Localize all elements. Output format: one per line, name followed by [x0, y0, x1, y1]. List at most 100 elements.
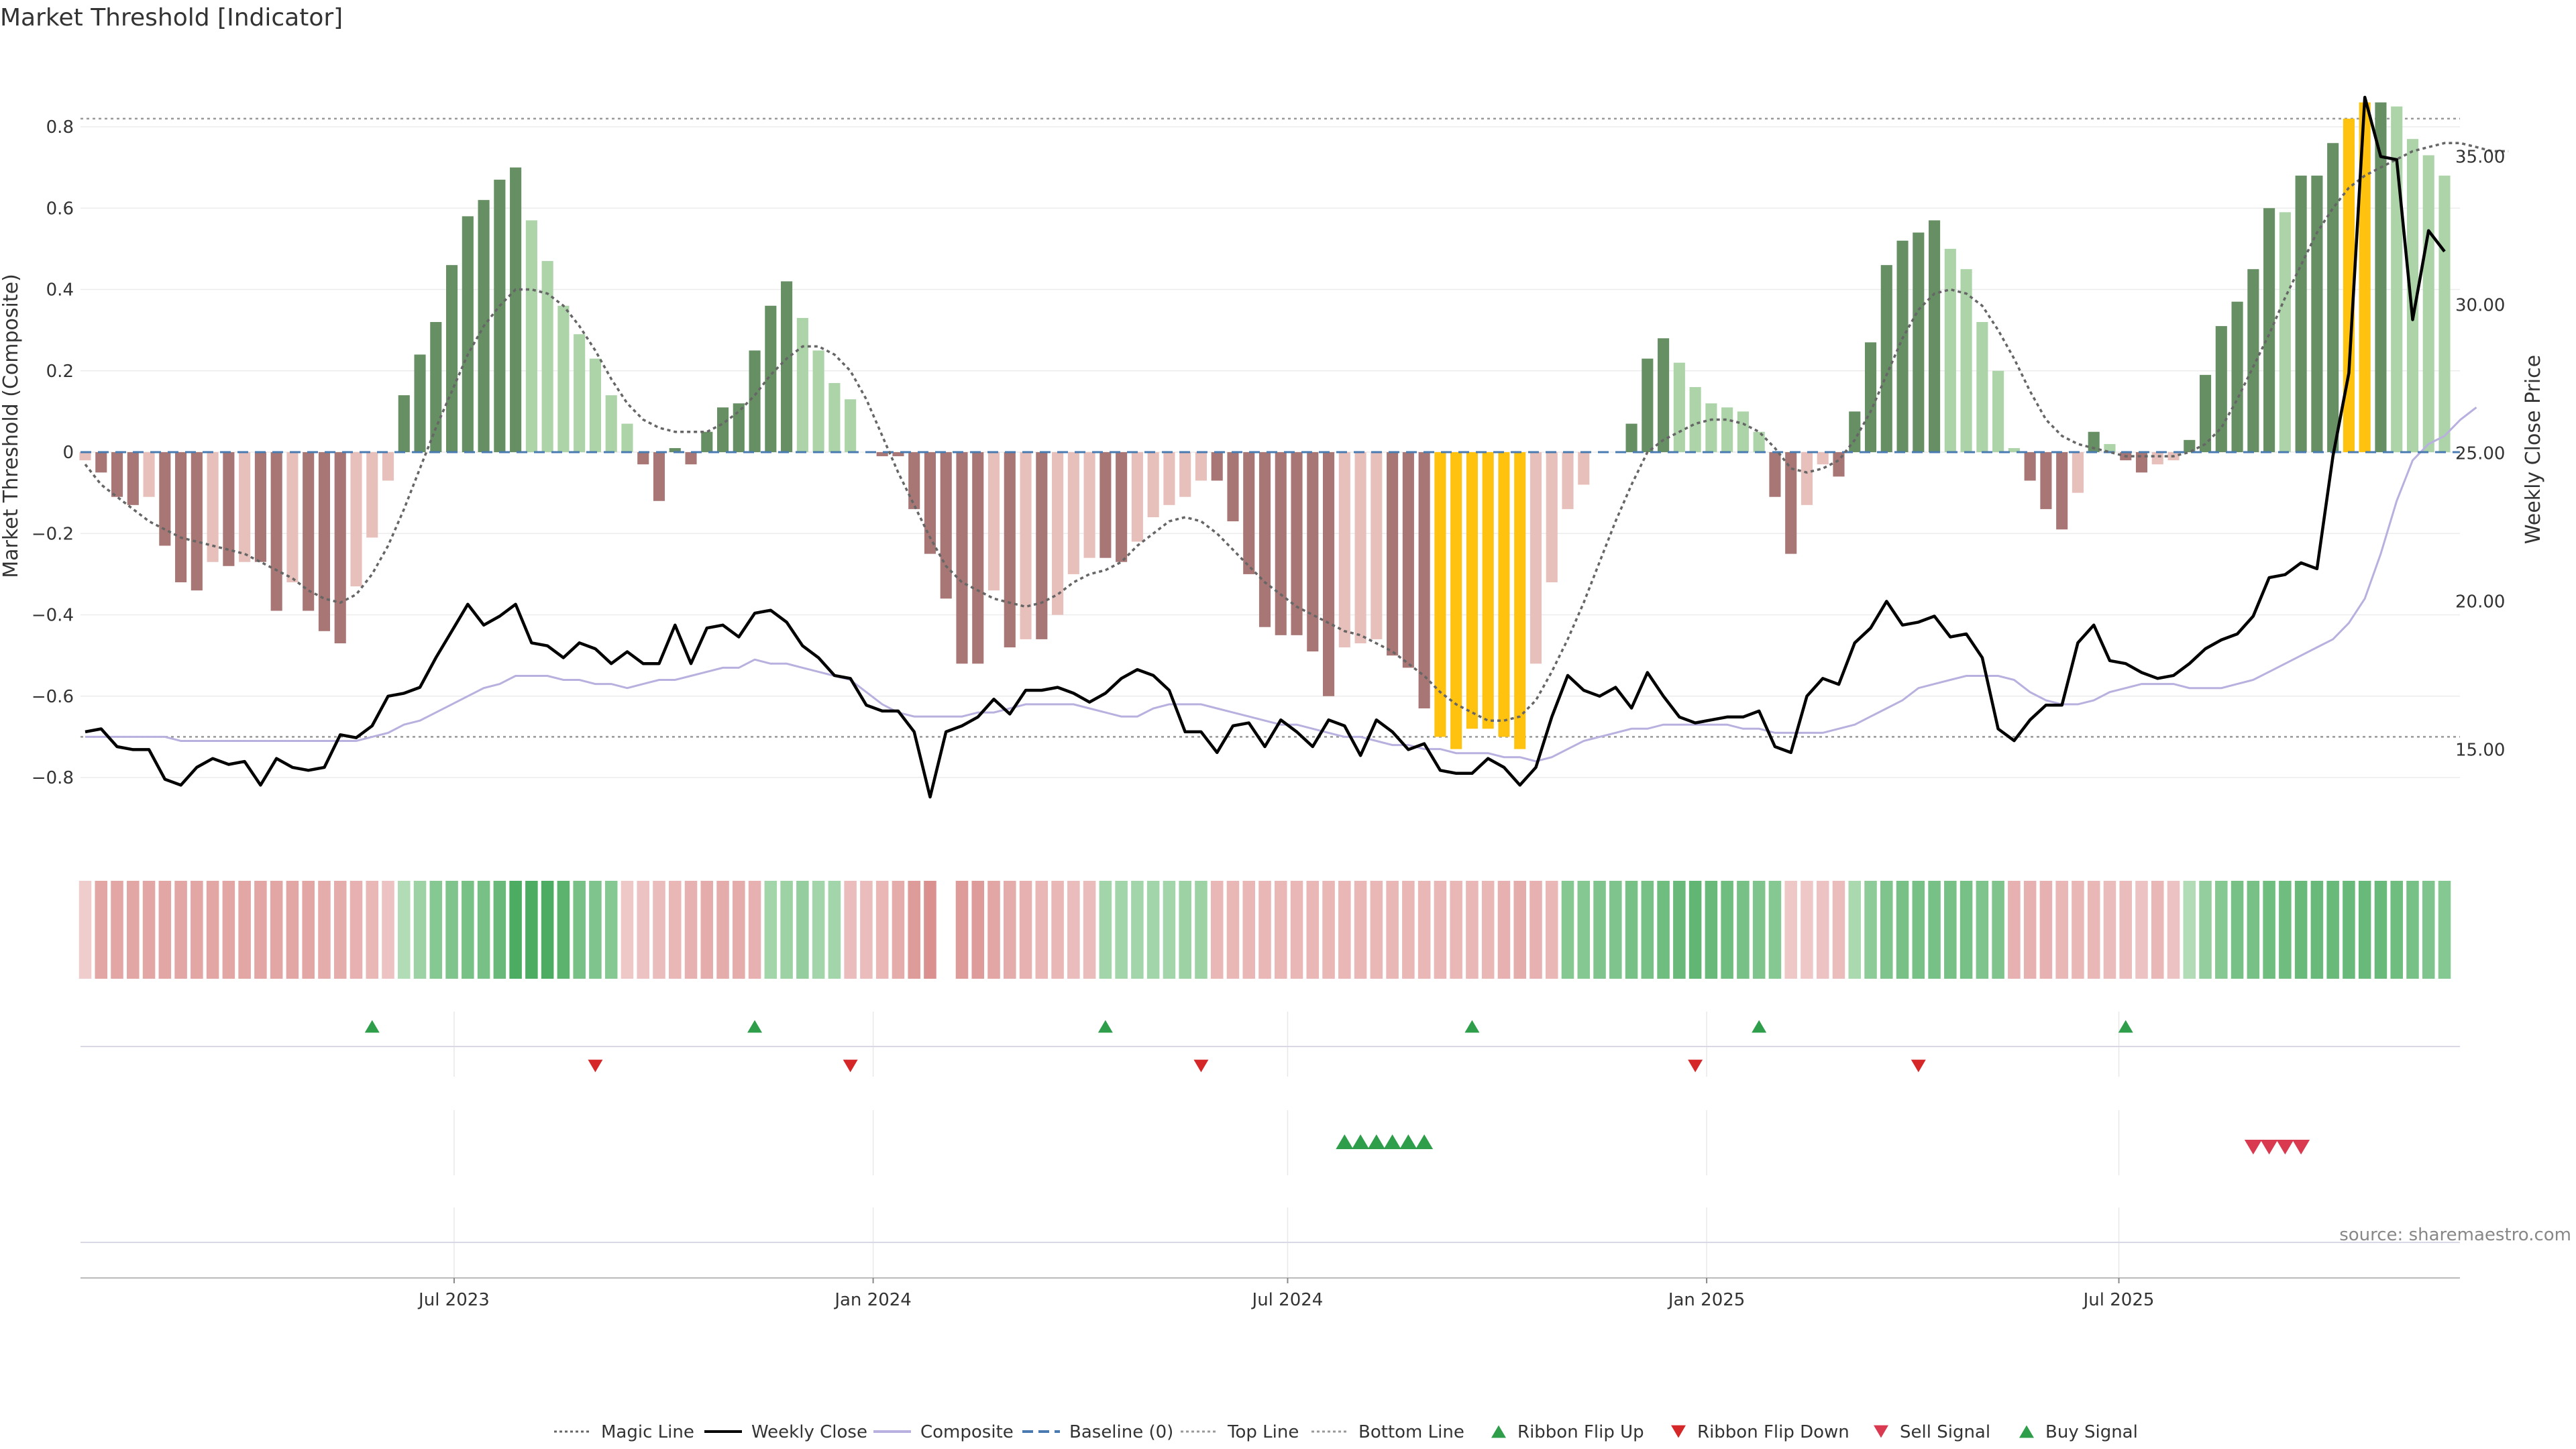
- composite-bar: [845, 399, 857, 453]
- composite-bar: [1291, 452, 1303, 635]
- ribbon-flip-up-marker: [747, 1020, 763, 1033]
- composite-bar: [1083, 452, 1095, 558]
- legend-label: Bottom Line: [1358, 1422, 1464, 1442]
- ribbon-cell: [1768, 881, 1782, 979]
- ribbon-cell: [1609, 881, 1622, 979]
- ribbon-flip-up-marker: [2118, 1020, 2133, 1033]
- composite-bar: [286, 452, 299, 583]
- composite-bar: [318, 452, 331, 631]
- ribbon-cell: [1944, 881, 1957, 979]
- x-axis: Jul 2023 Jan 2024 Jul 2024 Jan 2025 Jul 2025: [80, 1277, 2460, 1310]
- composite-bar: [2375, 102, 2387, 453]
- composite-bar: [2406, 139, 2419, 453]
- legend-swatch: [2019, 1425, 2034, 1438]
- composite-bar: [685, 452, 697, 465]
- ribbon-flip-down-marker: [1911, 1059, 1926, 1073]
- ribbon-flip-up-marker: [1097, 1020, 1113, 1033]
- ribbon-cell: [1434, 881, 1447, 979]
- ribbon-cell: [2438, 881, 2451, 979]
- buy-signal-marker: [1367, 1134, 1385, 1150]
- composite-bar: [987, 452, 1000, 591]
- composite-bar: [2231, 301, 2243, 453]
- composite-bar: [2008, 447, 2020, 453]
- ribbon-cell: [1067, 881, 1080, 979]
- buy-signal-marker: [1352, 1134, 1370, 1150]
- ribbon-cell: [812, 881, 825, 979]
- ribbon-cell: [1737, 881, 1750, 979]
- ribbon-cell: [764, 881, 777, 979]
- composite-bar: [1880, 265, 1892, 453]
- composite-bar: [940, 452, 952, 599]
- ribbon-cell: [206, 881, 219, 979]
- y-tick-label: −0.4: [32, 606, 74, 626]
- ribbon-cell: [1816, 881, 1829, 979]
- composite-bar: [1992, 370, 2004, 453]
- legend-label: Weekly Close: [751, 1422, 867, 1442]
- ribbon-cell: [2183, 881, 2196, 979]
- composite-bar: [1944, 248, 1956, 453]
- ribbon-cell: [844, 881, 857, 979]
- ribbon-cell: [2294, 881, 2308, 979]
- composite-bar: [781, 281, 793, 453]
- legend-label: Sell Signal: [1900, 1422, 1990, 1442]
- legend-label: Top Line: [1227, 1422, 1299, 1442]
- composite-bar: [2199, 374, 2212, 453]
- ribbon-cell: [1466, 881, 1479, 979]
- composite-bar: [2040, 452, 2052, 509]
- ribbon-cell: [2231, 881, 2244, 979]
- composite-bar: [541, 261, 553, 453]
- composite-bar: [1227, 452, 1239, 522]
- composite-bar: [2072, 452, 2084, 493]
- ribbon-cell: [1115, 881, 1128, 979]
- ribbon-cell: [1801, 881, 1813, 979]
- ribbon-cell: [1896, 881, 1909, 979]
- composite-bar: [1817, 452, 1829, 465]
- composite-bar: [2184, 439, 2196, 453]
- ribbon-cell: [1417, 881, 1431, 979]
- ribbon-cell: [366, 881, 379, 979]
- composite-bar: [1450, 452, 1462, 749]
- ribbon-cell: [2343, 881, 2355, 979]
- ribbon-cell: [796, 881, 809, 979]
- y2-axis-label: Weekly Close Price: [2522, 355, 2545, 544]
- ribbon-cell: [1306, 881, 1320, 979]
- composite-bar: [239, 452, 251, 562]
- ribbon-cell: [142, 881, 156, 979]
- ribbon-cell: [1195, 881, 1208, 979]
- ribbon-cell: [733, 881, 745, 979]
- ribbon-cell: [1322, 881, 1335, 979]
- ribbon-cell: [382, 881, 394, 979]
- ribbon-cell: [541, 881, 554, 979]
- ribbon-cell: [892, 881, 905, 979]
- ribbon-cell: [1131, 881, 1144, 979]
- ribbon-cell: [1035, 881, 1049, 979]
- legend-swatch: [1491, 1425, 1506, 1438]
- ribbon-cell: [111, 881, 123, 979]
- composite-bar: [812, 350, 824, 453]
- ribbon-flip-panel: [80, 1020, 2460, 1073]
- ribbon-cell: [1179, 881, 1191, 979]
- ribbon-cell: [1880, 881, 1893, 979]
- chart-title: Market Threshold [Indicator]: [0, 4, 343, 32]
- ribbon-cell: [1226, 881, 1240, 979]
- ribbon-cell: [2422, 881, 2435, 979]
- ribbon-cell: [780, 881, 793, 979]
- ribbon-flip-down-marker: [1193, 1059, 1209, 1073]
- ribbon-cell: [1976, 881, 1989, 979]
- composite-bar: [1737, 411, 1749, 453]
- composite-bar: [1354, 452, 1366, 643]
- ribbon-cell: [557, 881, 570, 979]
- ribbon-cell: [2279, 881, 2292, 979]
- legend-label: Ribbon Flip Up: [1517, 1422, 1644, 1442]
- ribbon-cell: [1593, 881, 1606, 979]
- composite-bar: [207, 452, 219, 562]
- composite-bar: [1960, 269, 1972, 453]
- composite-bar: [191, 452, 203, 591]
- composite-bar: [1371, 452, 1383, 639]
- ribbon-cell: [1688, 881, 1702, 979]
- legend-label: Ribbon Flip Down: [1697, 1422, 1849, 1442]
- composite-bar: [956, 452, 968, 664]
- y-tick-label: 0.8: [46, 117, 74, 138]
- composite-bar: [1116, 452, 1128, 562]
- ribbon-cell: [1752, 881, 1766, 979]
